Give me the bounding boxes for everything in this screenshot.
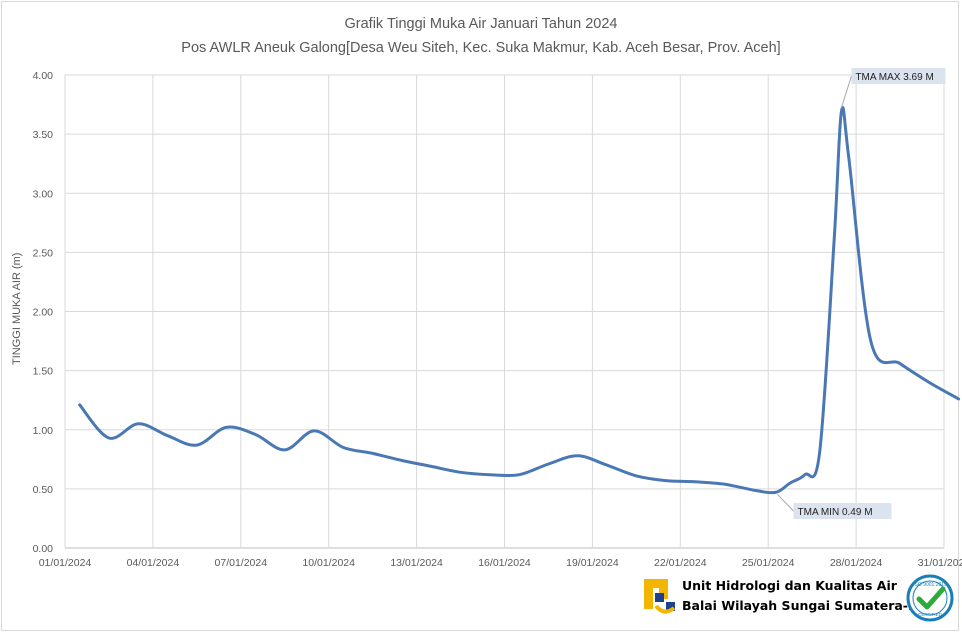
iso-certified-icon: ISO 9001:2015 CERTIFIED: [906, 574, 954, 622]
footer-branding: Unit Hidrologi dan Kualitas Air Balai Wi…: [640, 574, 956, 622]
cert-label: ISO 9001:2015: [913, 582, 947, 588]
org-name-line2: Balai Wilayah Sungai Sumatera-I: [682, 598, 913, 613]
grid-lines: [64, 74, 945, 549]
x-tick-labels: 01/01/2024 04/01/2024 07/01/2024 10/01/2024…: [39, 557, 962, 569]
annotation-max-label: TMA MAX 3.69 M: [855, 72, 933, 83]
annotation-box-min: [793, 503, 892, 519]
y-tick-label: 2.50: [33, 247, 54, 259]
chart-subtitle: Pos AWLR Aneuk Galong[Desa Weu Siteh, Ke…: [181, 40, 781, 56]
annotation-box-max: [851, 68, 946, 84]
y-tick-label: 0.00: [33, 543, 54, 555]
y-tick-label: 4.00: [33, 70, 54, 82]
org-name-line1: Unit Hidrologi dan Kualitas Air: [682, 578, 897, 593]
y-tick-label: 3.00: [33, 188, 54, 200]
annotation-min-label: TMA MIN 0.49 M: [798, 507, 873, 518]
annotation-leader-min: [777, 494, 794, 512]
chart-title: Grafik Tinggi Muka Air Januari Tahun 202…: [344, 16, 618, 32]
pu-logo-icon: [642, 576, 678, 616]
annotation-leader-max: [840, 75, 852, 108]
x-tick-label: 31/01/2024: [918, 557, 962, 569]
x-tick-label: 28/01/2024: [830, 557, 883, 569]
series-water-level: [78, 106, 961, 495]
x-tick-label: 25/01/2024: [742, 557, 795, 569]
x-tick-label: 04/01/2024: [127, 557, 180, 569]
y-tick-label: 3.50: [33, 129, 54, 141]
cert-sub: CERTIFIED: [918, 612, 942, 617]
y-tick-label: 0.50: [33, 484, 54, 496]
y-tick-labels: 0.00 0.50 1.00 1.50 2.00 2.50 3.00 3.50 4.00: [33, 70, 54, 555]
x-tick-label: 16/01/2024: [478, 557, 531, 569]
annotations: TMA MAX 3.69 M TMA MIN 0.49 M: [777, 68, 946, 519]
y-tick-label: 1.50: [33, 366, 54, 378]
x-tick-label: 13/01/2024: [390, 557, 443, 569]
x-tick-label: 07/01/2024: [215, 557, 268, 569]
y-tick-label: 2.00: [33, 307, 54, 319]
x-tick-label: 01/01/2024: [39, 557, 92, 569]
y-tick-label: 1.00: [33, 425, 54, 437]
series-line: [78, 106, 961, 495]
x-tick-label: 19/01/2024: [566, 557, 619, 569]
x-tick-label: 10/01/2024: [302, 557, 355, 569]
x-tick-label: 22/01/2024: [654, 557, 707, 569]
